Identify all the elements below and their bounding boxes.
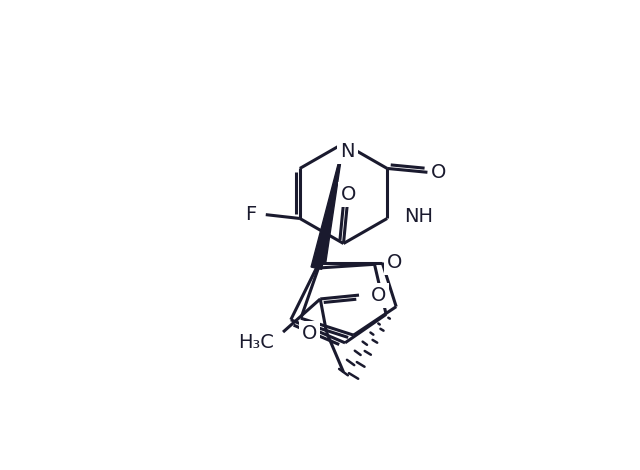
Polygon shape — [315, 143, 344, 264]
Text: O: O — [371, 286, 386, 305]
Text: F: F — [244, 205, 256, 224]
Text: NH: NH — [404, 207, 433, 227]
Polygon shape — [311, 143, 344, 269]
Text: O: O — [302, 324, 317, 343]
Text: O: O — [431, 163, 447, 182]
Text: O: O — [387, 253, 403, 272]
Text: N: N — [340, 141, 355, 161]
Text: H₃C: H₃C — [238, 333, 274, 352]
Text: O: O — [341, 185, 356, 204]
